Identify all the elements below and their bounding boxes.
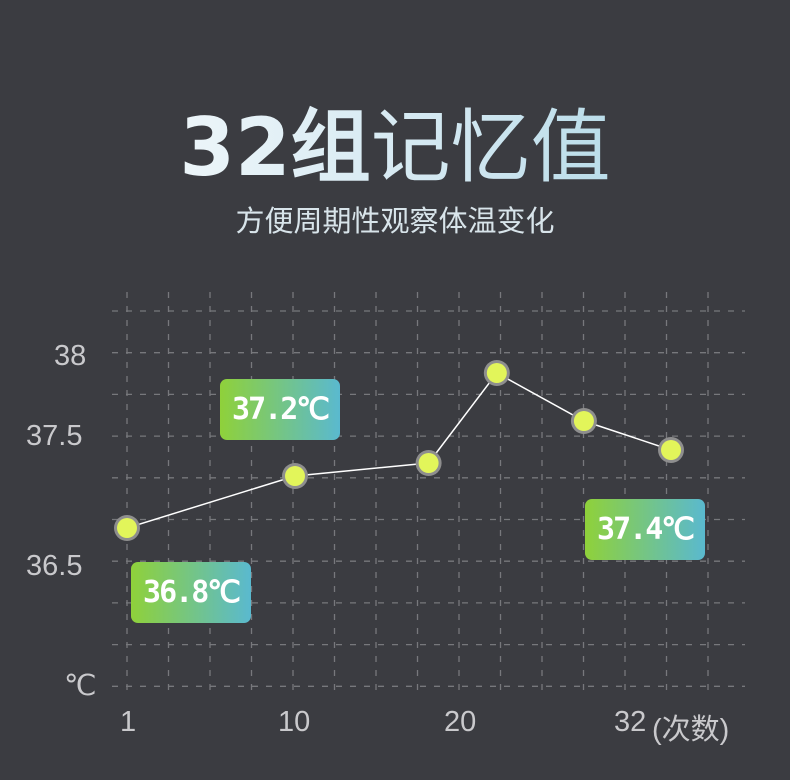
x-tick-label: 10 xyxy=(278,706,311,738)
series-line xyxy=(126,372,672,529)
y-axis-unit: ℃ xyxy=(64,670,97,702)
x-tick-label: 32 xyxy=(614,706,647,738)
data-point xyxy=(418,453,439,473)
y-tick-label: 38 xyxy=(54,340,87,372)
subtitle: 方便周期性观察体温变化 xyxy=(235,204,555,238)
data-point xyxy=(486,363,507,383)
y-tick-label: 37.5 xyxy=(26,420,83,452)
data-point xyxy=(117,518,137,538)
x-axis-label: (次数) xyxy=(652,714,730,746)
data-label-badge: 36.8℃ xyxy=(131,562,251,623)
x-tick-label: 20 xyxy=(444,706,477,738)
data-point xyxy=(573,411,594,431)
data-point xyxy=(285,466,305,486)
x-tick-label: 1 xyxy=(120,706,137,738)
data-point xyxy=(661,440,681,460)
data-label-badge: 37.4℃ xyxy=(585,499,705,560)
y-tick-label: 36.5 xyxy=(26,550,83,582)
data-label-badge: 37.2℃ xyxy=(220,379,340,440)
